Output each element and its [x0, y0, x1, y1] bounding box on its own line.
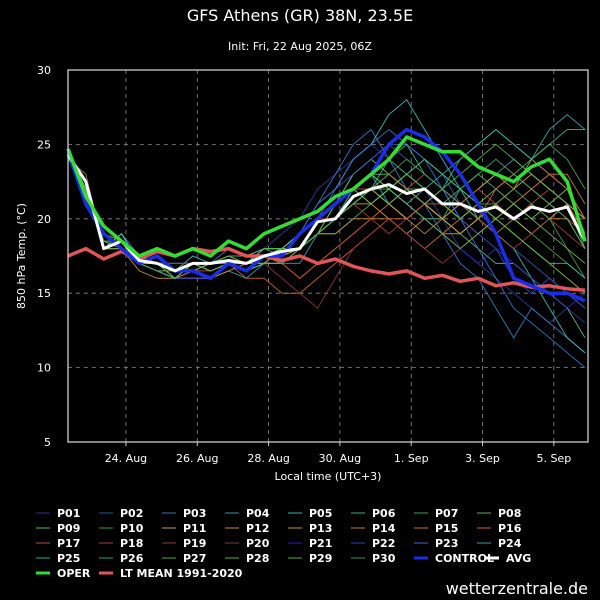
chart-title: GFS Athens (GR) 38N, 23.5E — [187, 6, 413, 25]
credit-text: wetterzentrale.de — [446, 579, 588, 598]
series-line-control — [66, 127, 586, 303]
legend-label: P18 — [120, 537, 143, 550]
legend-label: P01 — [57, 507, 80, 520]
legend-label: P06 — [372, 507, 396, 520]
legend-label: P10 — [120, 522, 144, 535]
series-line-p03 — [67, 128, 586, 354]
legend-label: P15 — [435, 522, 458, 535]
y-tick-label: 10 — [37, 362, 51, 375]
legend-label: P05 — [309, 507, 332, 520]
legend-label: P28 — [246, 552, 269, 565]
legend-label: P17 — [57, 537, 80, 550]
legend-label: P25 — [57, 552, 80, 565]
series-line-p06 — [67, 128, 585, 272]
legend-label: P23 — [435, 537, 458, 550]
y-tick-label: 25 — [37, 138, 51, 151]
legend-label: LT MEAN 1991-2020 — [120, 567, 243, 580]
legend-label: OPER — [57, 567, 91, 580]
legend-label: P16 — [498, 522, 522, 535]
legend-label: P26 — [120, 552, 144, 565]
legend-label: P29 — [309, 552, 332, 565]
legend-label: P02 — [120, 507, 143, 520]
legend-label: P03 — [183, 507, 206, 520]
x-axis-label: Local time (UTC+3) — [275, 470, 382, 483]
series-line-oper — [66, 135, 587, 258]
legend-label: P04 — [246, 507, 270, 520]
series-line-p29 — [67, 151, 586, 294]
x-tick-label: 1. Sep — [394, 452, 429, 465]
plot-frame — [67, 69, 589, 443]
x-tick-label: 24. Aug — [105, 452, 147, 465]
series-line-p23 — [67, 128, 586, 368]
y-axis-label: 850 hPa Temp. (°C) — [15, 203, 28, 309]
legend-label: P20 — [246, 537, 270, 550]
legend-label: P27 — [183, 552, 206, 565]
series-line-p30 — [67, 158, 586, 279]
legend-label: P08 — [498, 507, 521, 520]
y-tick-label: 5 — [44, 436, 51, 449]
y-tick-label: 15 — [37, 287, 51, 300]
x-tick-label: 26. Aug — [176, 452, 218, 465]
legend-label: P19 — [183, 537, 206, 550]
legend-label: P30 — [372, 552, 396, 565]
chart-subtitle: Init: Fri, 22 Aug 2025, 06Z — [228, 40, 372, 53]
x-tick-label: 5. Sep — [536, 452, 571, 465]
x-tick-label: 28. Aug — [247, 452, 289, 465]
legend-label: P14 — [372, 522, 396, 535]
series-line-p08 — [67, 158, 586, 339]
legend-label: P24 — [498, 537, 522, 550]
y-tick-label: 30 — [37, 64, 51, 77]
x-tick-label: 30. Aug — [319, 452, 361, 465]
legend-label: CONTROL — [435, 552, 494, 565]
series-line-lt-mean-1991-2020 — [67, 246, 586, 292]
legend-label: P11 — [183, 522, 206, 535]
legend-label: P09 — [57, 522, 80, 535]
series-line-avg — [66, 153, 587, 273]
legend-label: P13 — [309, 522, 332, 535]
x-tick-label: 3. Sep — [465, 452, 500, 465]
legend-label: P22 — [372, 537, 395, 550]
legend-label: AVG — [506, 552, 531, 565]
legend-label: P07 — [435, 507, 458, 520]
y-tick-label: 20 — [37, 213, 51, 226]
legend-label: P21 — [309, 537, 332, 550]
legend-label: P12 — [246, 522, 269, 535]
